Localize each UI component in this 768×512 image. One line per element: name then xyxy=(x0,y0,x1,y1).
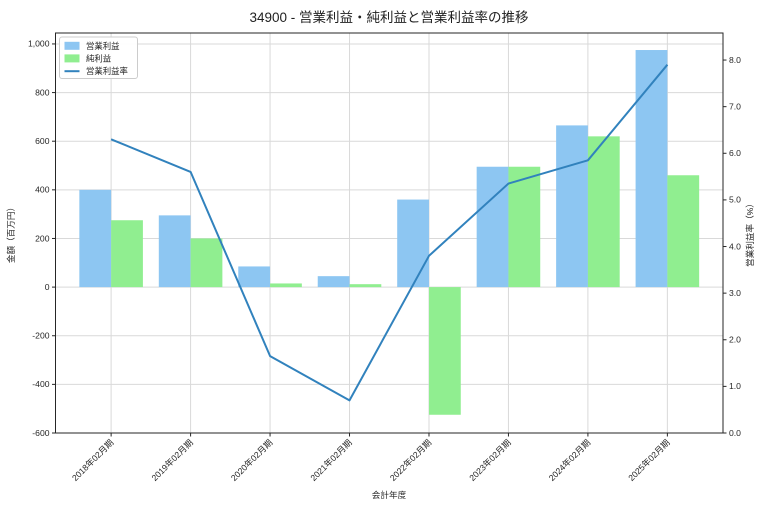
bar-net-profit xyxy=(508,166,541,288)
bar-operating-profit xyxy=(79,189,112,288)
bar-operating-profit xyxy=(158,215,191,288)
y-axis-label-left: 金額（百万円） xyxy=(5,203,16,263)
y-tick-label-right: 1.0 xyxy=(729,381,741,391)
y-tick-label-right: 7.0 xyxy=(729,101,741,111)
bar-operating-profit xyxy=(397,199,429,288)
bar-net-profit xyxy=(349,284,382,288)
y-tick-label-right: 8.0 xyxy=(729,55,741,65)
y-tick-label-left: -600 xyxy=(32,428,49,438)
axes-frame-layer xyxy=(55,32,724,434)
bar-net-profit xyxy=(428,287,461,415)
plot-border xyxy=(55,32,724,434)
bar-operating-profit xyxy=(317,276,350,288)
legend-label-net-profit: 純利益 xyxy=(86,54,111,64)
y-tick-label-left: 800 xyxy=(35,87,50,97)
y-tick-label-left: -200 xyxy=(32,331,49,341)
bars-layer xyxy=(79,50,700,415)
y-tick-label-left: 0 xyxy=(45,282,50,292)
legend-swatch-net-profit xyxy=(64,54,80,63)
x-axis-label: 会計年度 xyxy=(372,489,407,500)
y-tick-label-right: 6.0 xyxy=(729,148,741,158)
y-tick-label-left: -400 xyxy=(32,379,49,389)
bar-net-profit xyxy=(111,220,143,288)
bar-net-profit xyxy=(270,283,302,288)
bar-net-profit xyxy=(667,175,700,288)
legend-label-operating-margin: 営業利益率 xyxy=(86,66,128,76)
bar-net-profit xyxy=(190,238,223,288)
bar-net-profit xyxy=(587,136,620,288)
y-axis-label-right: 営業利益率（%） xyxy=(744,199,755,267)
y-tick-label-left: 200 xyxy=(35,233,50,243)
bar-operating-profit xyxy=(476,166,509,288)
y-tick-label-left: 600 xyxy=(35,136,50,146)
chart-title: 34900 - 営業利益・純利益と営業利益率の推移 xyxy=(249,9,528,25)
y-tick-label-left: 400 xyxy=(35,185,50,195)
bar-operating-profit xyxy=(238,266,271,288)
y-tick-label-right: 3.0 xyxy=(729,288,741,298)
y-tick-label-right: 0.0 xyxy=(729,428,741,438)
bar-operating-profit xyxy=(635,50,668,288)
line-layer xyxy=(110,64,669,402)
line-operating-margin xyxy=(110,64,669,402)
y-tick-label-left: 1,000 xyxy=(28,39,50,49)
legend-swatch-operating-profit xyxy=(64,41,80,50)
bar-operating-profit xyxy=(556,125,588,288)
y-tick-label-right: 2.0 xyxy=(729,335,741,345)
y-tick-label-right: 5.0 xyxy=(729,195,741,205)
y-tick-label-right: 4.0 xyxy=(729,241,741,251)
legend-label-operating-profit: 営業利益 xyxy=(86,41,120,51)
